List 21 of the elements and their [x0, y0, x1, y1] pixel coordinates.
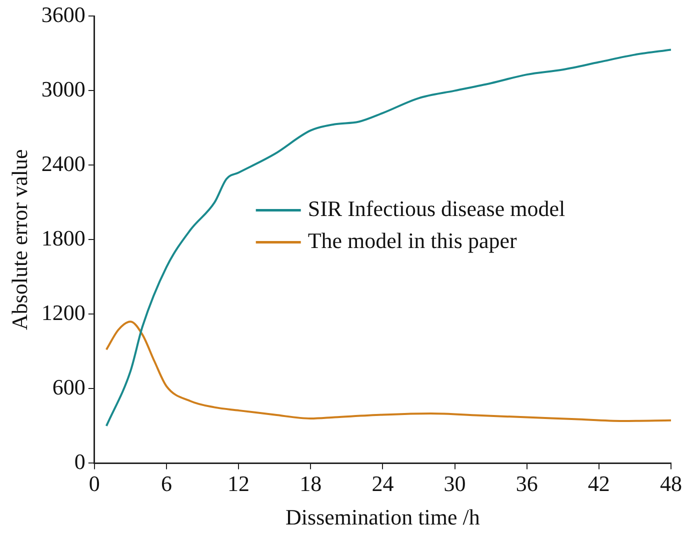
y-tick-label: 0 — [74, 448, 86, 474]
legend-label: SIR Infectious disease model — [308, 196, 566, 222]
x-tick-label: 12 — [228, 471, 250, 496]
y-tick-label: 1200 — [41, 300, 86, 325]
x-tick-label: 6 — [160, 471, 172, 496]
x-tick-label: 24 — [372, 471, 394, 496]
y-tick-label: 3600 — [41, 2, 86, 27]
line-series — [105, 320, 671, 422]
y-tick-label: 2400 — [41, 150, 86, 176]
y-tick-label: 3000 — [41, 76, 86, 102]
x-tick-label: 18 — [300, 471, 322, 496]
y-tick-label: 600 — [52, 374, 86, 400]
x-axis-title: Dissemination time /h — [286, 504, 480, 530]
y-axis-title: Absolute error value — [6, 149, 32, 330]
x-tick-label: 48 — [660, 471, 682, 496]
y-tick-label: 1800 — [41, 225, 86, 250]
legend-label: The model in this paper — [308, 228, 518, 254]
x-tick-label: 30 — [444, 471, 466, 496]
line-series — [105, 48, 671, 427]
x-tick-label: 42 — [588, 471, 610, 496]
x-tick-label: 36 — [516, 471, 538, 496]
